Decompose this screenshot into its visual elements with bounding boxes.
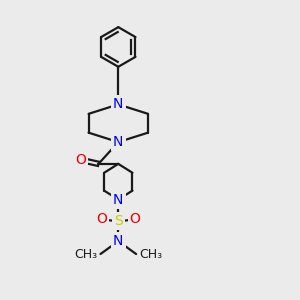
Text: N: N <box>113 98 124 111</box>
Text: N: N <box>113 193 124 206</box>
Text: O: O <box>96 212 107 226</box>
Text: O: O <box>75 153 86 167</box>
Text: N: N <box>113 234 124 248</box>
Text: CH₃: CH₃ <box>74 248 98 260</box>
Text: S: S <box>114 214 123 228</box>
Text: O: O <box>130 212 141 226</box>
Text: N: N <box>113 135 124 149</box>
Text: CH₃: CH₃ <box>139 248 162 260</box>
